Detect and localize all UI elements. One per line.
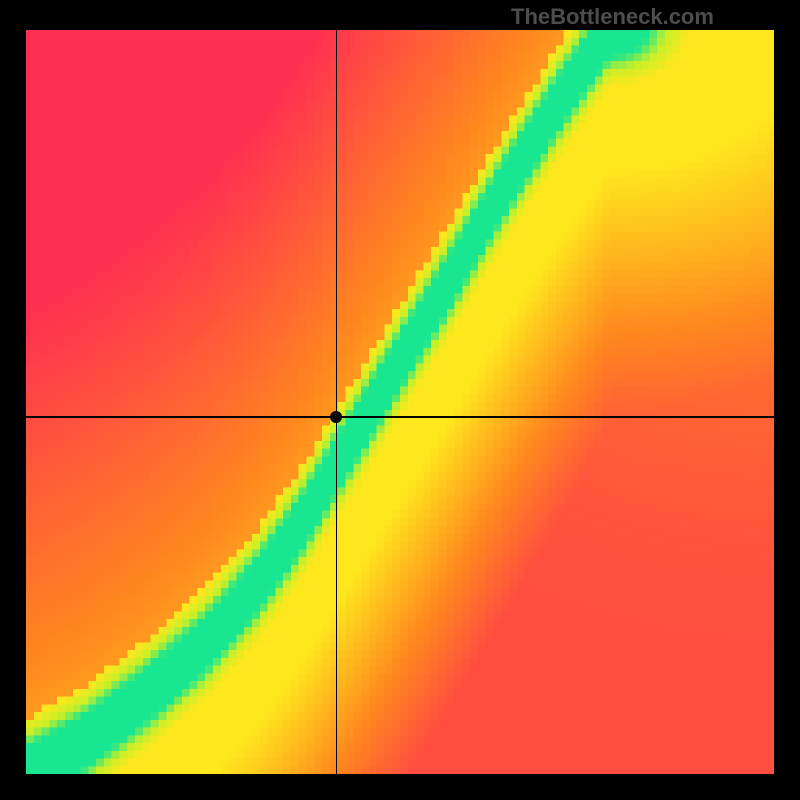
crosshair-horizontal [26,416,774,418]
watermark-label: TheBottleneck.com [511,4,714,30]
crosshair-vertical [336,30,338,774]
bottleneck-heatmap [26,30,774,774]
